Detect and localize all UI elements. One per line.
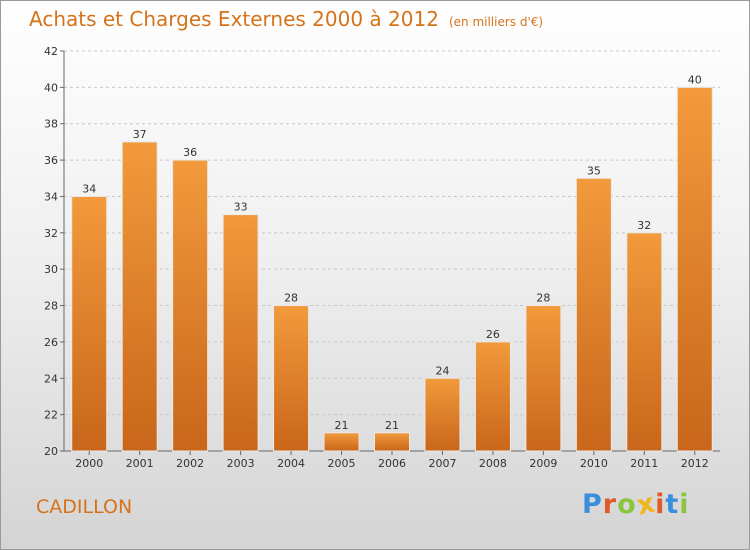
bar [575,177,612,452]
bar-value-label: 21 [335,419,349,432]
bar [71,195,108,452]
title-text: Achats et Charges Externes 2000 à 2012 [29,7,439,31]
bar [273,305,310,452]
y-tick-label: 34 [44,190,58,203]
bar [374,432,410,452]
bar-value-label: 24 [435,364,449,377]
proxiti-logo: Proxiti [582,487,690,521]
bar [525,305,562,452]
bar-value-label: 28 [284,292,298,305]
x-tick-label: 2007 [428,457,456,470]
logo-letter: t [665,489,680,520]
bar-value-label: 34 [82,182,96,195]
logo-letter: i [655,489,666,520]
bar-value-label: 26 [486,328,500,341]
y-tick-label: 40 [44,81,58,94]
bar-value-label: 32 [637,219,651,232]
bar-value-label: 33 [234,201,248,214]
x-tick-label: 2002 [176,457,204,470]
x-tick-label: 2009 [529,457,557,470]
bar [222,214,259,452]
x-tick-label: 2005 [328,457,356,470]
x-tick-label: 2006 [378,457,406,470]
y-tick-label: 30 [44,263,58,276]
x-tick-label: 2003 [227,457,255,470]
bar [323,432,360,452]
bar [474,341,511,452]
y-tick-label: 28 [44,300,58,313]
bar-value-label: 28 [536,292,550,305]
bar-value-label: 21 [385,419,399,432]
chart-title: Achats et Charges Externes 2000 à 2012 (e… [29,7,543,31]
x-tick-label: 2000 [75,457,103,470]
x-tick-label: 2012 [681,457,709,470]
bar [626,232,663,452]
bar [424,377,461,452]
x-tick-label: 2010 [580,457,608,470]
location-label: CADILLON [36,496,133,518]
x-tick-label: 2008 [479,457,507,470]
logo-letter: r [602,489,618,520]
bar [172,159,209,452]
y-tick-label: 42 [44,45,58,58]
bar-value-label: 40 [688,73,702,86]
bar [676,86,713,452]
logo-letter: o [617,489,637,520]
y-tick-label: 20 [44,445,58,458]
bar-value-label: 35 [587,164,601,177]
y-tick-label: 36 [44,154,58,167]
bar-value-label: 37 [133,128,147,141]
logo-letter: P [582,489,603,520]
y-tick-label: 22 [44,409,58,422]
x-tick-label: 2004 [277,457,305,470]
bar [121,141,158,452]
x-tick-label: 2011 [630,457,658,470]
y-tick-label: 38 [44,118,58,131]
x-tick-label: 2001 [126,457,154,470]
y-tick-label: 32 [44,227,58,240]
y-tick-label: 24 [44,372,58,385]
y-tick-label: 26 [44,336,58,349]
logo-letter: i [679,489,690,520]
bar-value-label: 36 [183,146,197,159]
unit-label: (en milliers d'€) [448,15,544,29]
